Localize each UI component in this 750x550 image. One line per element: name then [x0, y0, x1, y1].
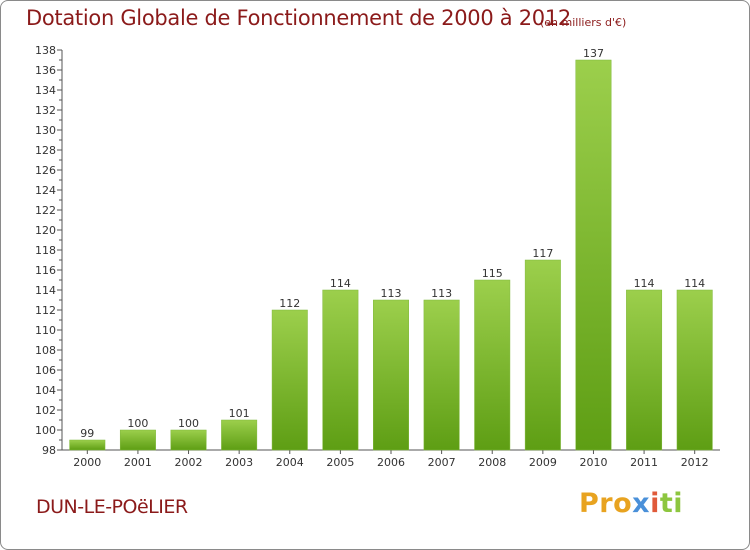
y-tick-label: 132: [35, 104, 56, 117]
data-label: 112: [279, 297, 300, 310]
x-tick-label: 2005: [326, 456, 354, 469]
y-tick-label: 120: [35, 224, 56, 237]
data-label: 117: [532, 247, 553, 260]
y-tick-label: 112: [35, 304, 56, 317]
y-tick-label: 102: [35, 404, 56, 417]
data-label: 113: [381, 287, 402, 300]
y-tick-label: 100: [35, 424, 56, 437]
data-label: 113: [431, 287, 452, 300]
y-tick-label: 98: [42, 444, 56, 457]
y-tick-label: 130: [35, 124, 56, 137]
logo-part-3: i: [650, 488, 660, 519]
y-tick-label: 128: [35, 144, 56, 157]
data-label: 115: [482, 267, 503, 280]
bar: [373, 299, 409, 451]
y-tick-label: 136: [35, 64, 56, 77]
bar: [423, 299, 460, 451]
x-tick-label: 2008: [478, 456, 506, 469]
x-tick-label: 2001: [124, 456, 152, 469]
x-tick-label: 2012: [681, 456, 709, 469]
y-tick-label: 134: [35, 84, 56, 97]
bar: [474, 279, 511, 451]
y-tick-label: 114: [35, 284, 56, 297]
data-label: 99: [80, 427, 94, 440]
x-tick-label: 2010: [579, 456, 607, 469]
proxiti-logo: Proxiti: [579, 488, 683, 519]
data-label: 114: [684, 277, 705, 290]
data-label: 100: [178, 417, 199, 430]
logo-part-4: ti: [659, 488, 684, 519]
bar: [626, 289, 663, 451]
x-tick-label: 2004: [276, 456, 304, 469]
y-tick-label: 124: [35, 184, 56, 197]
y-axis: 98 100 102 104 106 108 110 112 114 116 118 120 122 12…: [35, 44, 63, 457]
data-labels: 99 100 100 101 112 114 113 113 115 117 137 114 114: [80, 47, 705, 440]
x-axis: 2000 2001 2002 2003 2004 2005 2006 2007 2008 2009…: [62, 449, 720, 469]
data-label: 101: [229, 407, 250, 420]
x-tick-label: 2006: [377, 456, 405, 469]
bar: [271, 309, 308, 451]
chart-subtitle: (en milliers d'€): [540, 16, 627, 29]
y-tick-label: 108: [35, 344, 56, 357]
y-tick-label: 116: [35, 264, 56, 277]
data-label: 100: [127, 417, 148, 430]
commune-name: DUN-LE-POëLIER: [36, 496, 188, 518]
data-label: 114: [330, 277, 351, 290]
y-tick-label: 122: [35, 204, 56, 217]
x-tick-label: 2002: [175, 456, 203, 469]
x-tick-label: 2003: [225, 456, 253, 469]
bar: [221, 419, 258, 451]
data-label: 114: [634, 277, 655, 290]
logo-part-2: x: [632, 488, 651, 519]
y-tick-label: 126: [35, 164, 56, 177]
bar: [575, 59, 612, 451]
data-label: 137: [583, 47, 604, 60]
y-tick-label: 106: [35, 364, 56, 377]
bar: [676, 289, 713, 451]
x-tick-label: 2007: [428, 456, 456, 469]
logo-part-1: Pro: [579, 488, 633, 519]
bar: [69, 439, 106, 451]
bars: [69, 59, 713, 451]
y-tick-label: 110: [35, 324, 56, 337]
bar: [322, 289, 359, 451]
x-tick-label: 2000: [73, 456, 101, 469]
bar: [524, 259, 561, 451]
y-tick-label: 104: [35, 384, 56, 397]
y-tick-label: 118: [35, 244, 56, 257]
y-tick-label: 138: [35, 44, 56, 57]
bar: [119, 429, 156, 451]
chart-title: Dotation Globale de Fonctionnement de 20…: [26, 6, 571, 30]
x-tick-label: 2011: [630, 456, 658, 469]
x-tick-label: 2009: [529, 456, 557, 469]
bar: [170, 429, 207, 451]
